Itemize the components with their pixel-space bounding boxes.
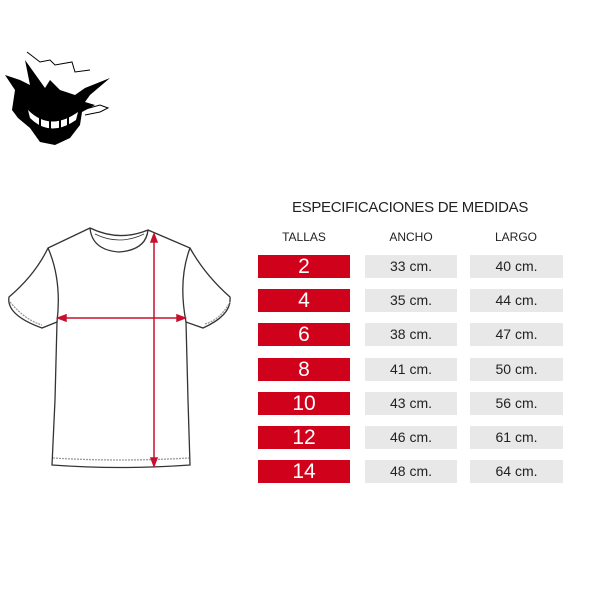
largo-cell: 61 cm. xyxy=(470,426,563,449)
size-cell: 2 xyxy=(258,255,350,278)
tshirt-diagram xyxy=(8,227,231,469)
largo-cell: 44 cm. xyxy=(470,289,563,312)
size-cell: 6 xyxy=(258,323,350,346)
header-ancho: ANCHO xyxy=(389,230,433,244)
largo-cell: 56 cm. xyxy=(470,392,563,415)
ancho-cell: 38 cm. xyxy=(365,323,457,346)
size-cell: 12 xyxy=(258,426,350,449)
header-tallas: TALLAS xyxy=(282,230,326,244)
ancho-cell: 41 cm. xyxy=(365,358,457,381)
measurement-arrows xyxy=(55,231,188,469)
ancho-cell: 33 cm. xyxy=(365,255,457,278)
largo-cell: 40 cm. xyxy=(470,255,563,278)
page-title: ESPECIFICACIONES DE MEDIDAS xyxy=(291,199,529,216)
largo-cell: 50 cm. xyxy=(470,358,563,381)
size-cell: 10 xyxy=(258,392,350,415)
ancho-cell: 46 cm. xyxy=(365,426,457,449)
largo-cell: 64 cm. xyxy=(470,460,563,483)
size-cell: 8 xyxy=(258,358,350,381)
ghost-logo-icon xyxy=(5,51,110,145)
ancho-cell: 35 cm. xyxy=(365,289,457,312)
size-cell: 4 xyxy=(258,289,350,312)
header-largo: LARGO xyxy=(494,230,537,244)
largo-cell: 47 cm. xyxy=(470,323,563,346)
ancho-cell: 43 cm. xyxy=(365,392,457,415)
size-cell: 14 xyxy=(258,460,350,483)
ancho-cell: 48 cm. xyxy=(365,460,457,483)
